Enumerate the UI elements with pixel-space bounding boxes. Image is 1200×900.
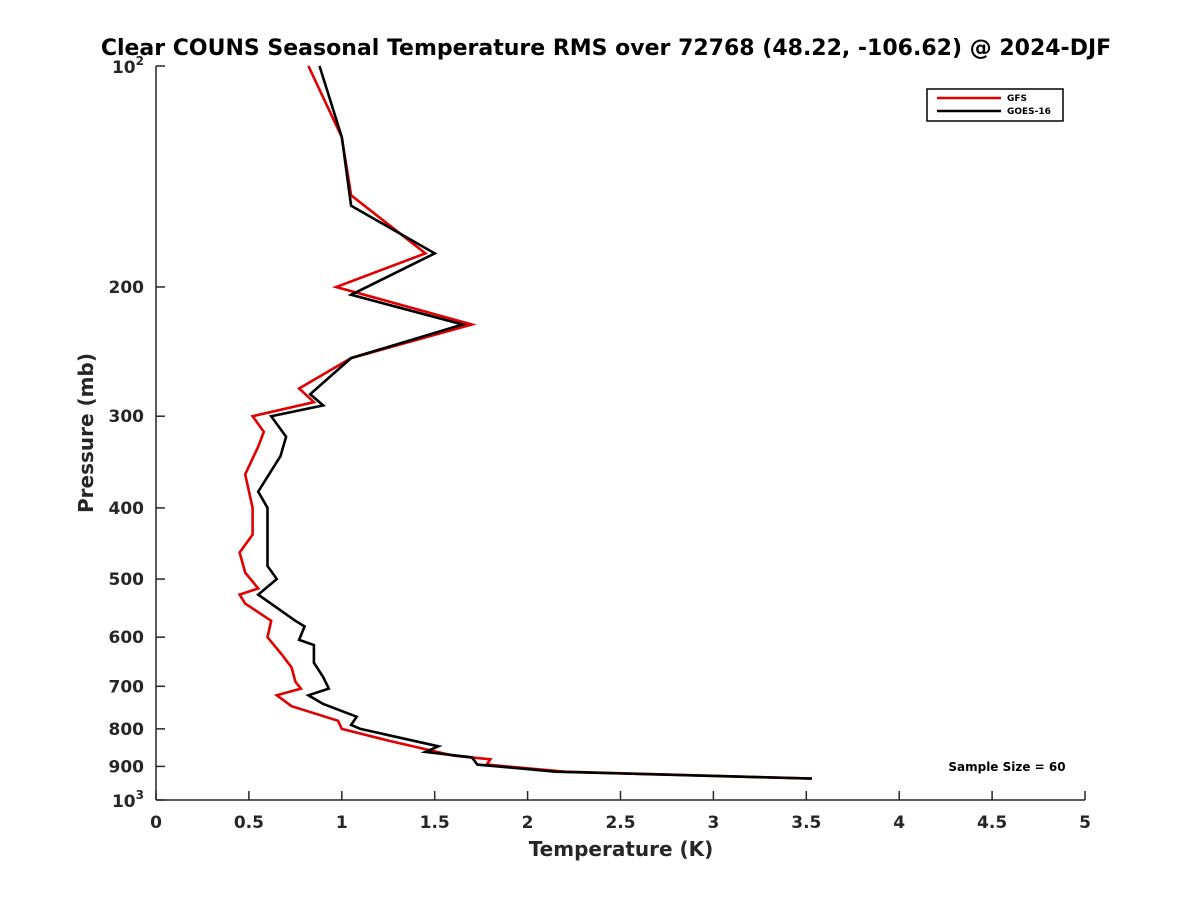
y-axis-label: Pressure (mb) (74, 353, 98, 513)
x-axis-label: Temperature (K) (529, 837, 714, 861)
y-tick-label: 102 (112, 54, 144, 78)
y-tick-label: 700 (109, 677, 145, 697)
legend-label: GOES-16 (1007, 107, 1051, 117)
legend-label: GFS (1007, 94, 1027, 104)
y-tick-label: 400 (109, 499, 145, 519)
y-tick-label: 500 (109, 570, 145, 590)
x-tick-label: 2 (522, 813, 534, 833)
y-tick-label: 800 (109, 720, 145, 740)
legend-box (926, 88, 1064, 122)
x-tick-label: 0 (150, 813, 162, 833)
x-tick-label: 4 (893, 813, 905, 833)
series-layer (237, 65, 812, 780)
x-tick-label: 5 (1079, 813, 1091, 833)
y-tick-label: 600 (109, 628, 145, 648)
x-tick-label: 0.5 (234, 813, 264, 833)
y-tick-label: 200 (109, 278, 145, 298)
x-tick-label: 2.5 (605, 813, 635, 833)
x-tick-label: 1.5 (420, 813, 450, 833)
x-tick-label: 3.5 (791, 813, 821, 833)
y-tick-label: 900 (109, 757, 145, 777)
x-tick-label: 3 (707, 813, 719, 833)
sample-size-annotation: Sample Size = 60 (948, 760, 1065, 774)
legend: GFS GOES-16 (926, 88, 1064, 122)
series-line-goes-16 (256, 65, 812, 780)
chart-title: Clear COUNS Seasonal Temperature RMS ove… (101, 36, 1111, 61)
y-tick-label: 103 (112, 788, 144, 812)
axes: 0 0.5 1 1.5 2 2.5 3 3.5 4 4.5 5 102 200 300 400 500 600 7… (109, 54, 1091, 833)
y-tick-label: 300 (109, 407, 145, 427)
x-tick-label: 4.5 (977, 813, 1007, 833)
x-tick-label: 1 (336, 813, 348, 833)
